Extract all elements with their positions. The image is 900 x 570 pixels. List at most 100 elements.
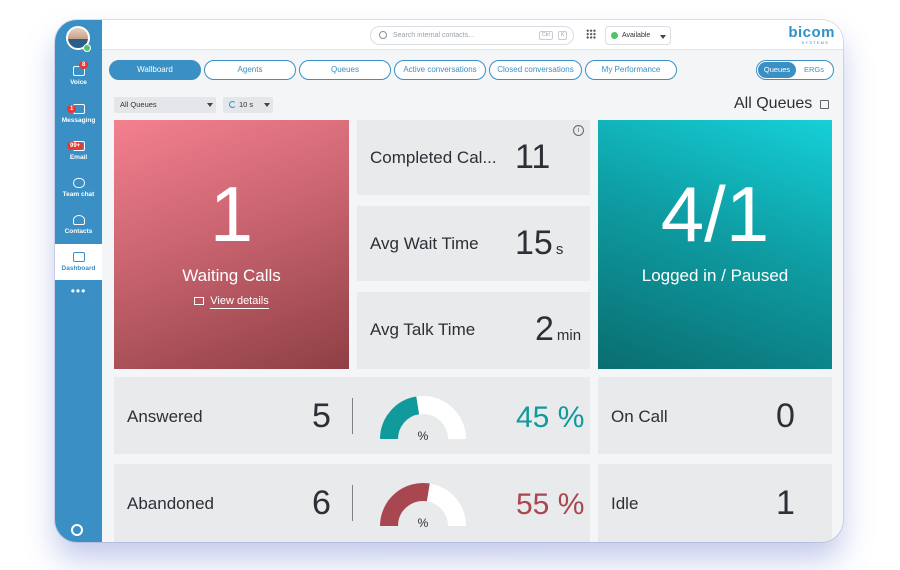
abandoned-percent: 55 %	[516, 488, 585, 521]
page-title: All Queues	[734, 95, 813, 112]
answered-gauge-label: %	[418, 429, 429, 443]
waiting-calls-value: 1	[209, 170, 254, 258]
refresh-interval-select[interactable]: 10 s	[223, 97, 273, 113]
refresh-icon	[229, 101, 236, 108]
abandoned-gauge-fill	[380, 483, 430, 527]
search-placeholder: Search internal contacts...	[393, 32, 474, 39]
queue-select[interactable]: All Queues	[114, 97, 216, 113]
search-icon	[379, 31, 387, 39]
avg-talk-unit: min	[556, 327, 582, 344]
tab-closed-conversations[interactable]: Closed conversations	[489, 60, 582, 80]
waiting-calls-label: Waiting Calls	[182, 266, 281, 285]
queue-select-value: All Queues	[120, 100, 157, 109]
completed-calls-card: Completed Cal... 11 i	[357, 120, 590, 195]
view-details-link[interactable]: View details	[114, 295, 349, 309]
settings-icon[interactable]	[71, 524, 83, 536]
app-window: Voice 8 Messaging 1 Email 99+ Team chat …	[55, 20, 843, 542]
on-call-card: On Call 0	[598, 377, 832, 454]
idle-label: Idle	[611, 494, 639, 513]
sidebar-item-label: Email	[69, 154, 88, 161]
chevron-down-icon	[264, 103, 270, 107]
chevron-down-icon	[660, 35, 666, 39]
kbd-ctrl: Ctrl	[539, 31, 553, 40]
tab-agents[interactable]: Agents	[204, 60, 296, 80]
logged-in-card: 4/1 Logged in / Paused	[598, 120, 832, 369]
logged-in-value: 4/1	[660, 170, 770, 258]
presence-dot	[83, 44, 91, 52]
brand-logo: bicom	[788, 24, 835, 41]
answered-percent: 45 %	[516, 401, 585, 434]
completed-calls-value: 11	[515, 138, 551, 176]
abandoned-label: Abandoned	[127, 494, 214, 513]
abandoned-value: 6	[312, 484, 331, 522]
tab-active-conversations[interactable]: Active conversations	[394, 60, 486, 80]
status-select[interactable]: Available	[605, 26, 671, 45]
view-details-label: View details	[210, 295, 269, 309]
chevron-down-icon	[207, 103, 213, 107]
sidebar-item-email[interactable]: Email 99+	[55, 133, 102, 169]
waiting-calls-card: 1 Waiting Calls View details	[114, 120, 349, 369]
divider	[352, 485, 353, 521]
sidebar-item-team-chat[interactable]: Team chat	[55, 170, 102, 206]
search-input[interactable]: Search internal contacts... Ctrl K	[370, 26, 574, 45]
sidebar-item-label: Messaging	[61, 117, 96, 124]
abandoned-gauge-label: %	[418, 516, 429, 530]
email-badge: 99+	[67, 142, 84, 150]
avg-talk-time-value: 2 min	[535, 310, 581, 349]
tab-wallboard[interactable]: Wallboard	[109, 60, 201, 80]
queues-ergs-toggle[interactable]: Queues ERGs	[756, 60, 834, 80]
kbd-k: K	[558, 31, 568, 40]
tab-queues[interactable]: Queues	[299, 60, 391, 80]
top-bar: Search internal contacts... Ctrl K Avail…	[102, 20, 843, 50]
status-dot	[611, 32, 618, 39]
avg-wait-time-value: 15 s	[515, 224, 563, 263]
completed-calls-label: Completed Cal...	[370, 148, 497, 167]
sidebar-item-label: Voice	[70, 79, 87, 86]
answered-label: Answered	[127, 407, 203, 426]
brand-logo-sub: SYSTEMS	[801, 40, 829, 45]
sidebar-item-dashboard[interactable]: Dashboard	[55, 244, 102, 280]
toggle-ergs[interactable]: ERGs	[803, 65, 824, 74]
apps-grid-icon[interactable]	[586, 29, 596, 39]
sidebar-item-messaging[interactable]: Messaging 1	[55, 96, 102, 132]
idle-card: Idle 1	[598, 464, 832, 542]
sidebar-item-label: Contacts	[64, 228, 93, 235]
dashboard-icon	[72, 252, 85, 262]
voice-badge: 8	[79, 61, 89, 69]
chat-icon	[72, 178, 85, 188]
abandoned-gauge: %	[380, 483, 466, 530]
interval-value: 10 s	[239, 100, 254, 109]
sidebar-item-label: Team chat	[62, 191, 95, 198]
answered-card: Answered 5 % 45 %	[114, 377, 590, 454]
status-label: Available	[622, 32, 651, 39]
on-call-value: 0	[776, 397, 795, 435]
idle-value: 1	[776, 484, 795, 522]
avg-wait-unit: s	[555, 241, 564, 258]
answered-gauge: %	[380, 396, 466, 443]
sidebar-item-label: Dashboard	[61, 265, 96, 272]
open-external-icon[interactable]	[820, 100, 829, 109]
divider	[352, 398, 353, 434]
avg-wait-time-label: Avg Wait Time	[370, 234, 479, 253]
contacts-icon	[72, 215, 85, 225]
messaging-badge: 1	[67, 105, 77, 113]
avg-wait-number: 15	[515, 224, 553, 262]
answered-gauge-fill	[380, 396, 420, 440]
more-icon[interactable]: •••	[70, 284, 87, 298]
table-icon	[194, 297, 205, 305]
avg-talk-time-label: Avg Talk Time	[370, 320, 476, 339]
answered-value: 5	[312, 397, 331, 435]
abandoned-card: Abandoned 6 % 55 %	[114, 464, 590, 542]
info-icon[interactable]: i	[573, 125, 584, 136]
avg-talk-number: 2	[535, 310, 554, 348]
on-call-label: On Call	[611, 407, 668, 426]
avg-wait-time-card: Avg Wait Time 15 s	[357, 206, 590, 281]
sidebar-item-voice[interactable]: Voice 8	[55, 58, 102, 94]
sidebar: Voice 8 Messaging 1 Email 99+ Team chat …	[55, 20, 102, 542]
toggle-queues[interactable]: Queues	[758, 62, 796, 78]
logged-in-label: Logged in / Paused	[641, 266, 789, 285]
phone-icon	[72, 66, 85, 76]
avg-talk-time-card: Avg Talk Time 2 min	[357, 292, 590, 369]
tab-my-performance[interactable]: My Performance	[585, 60, 677, 80]
sidebar-item-contacts[interactable]: Contacts	[55, 207, 102, 243]
